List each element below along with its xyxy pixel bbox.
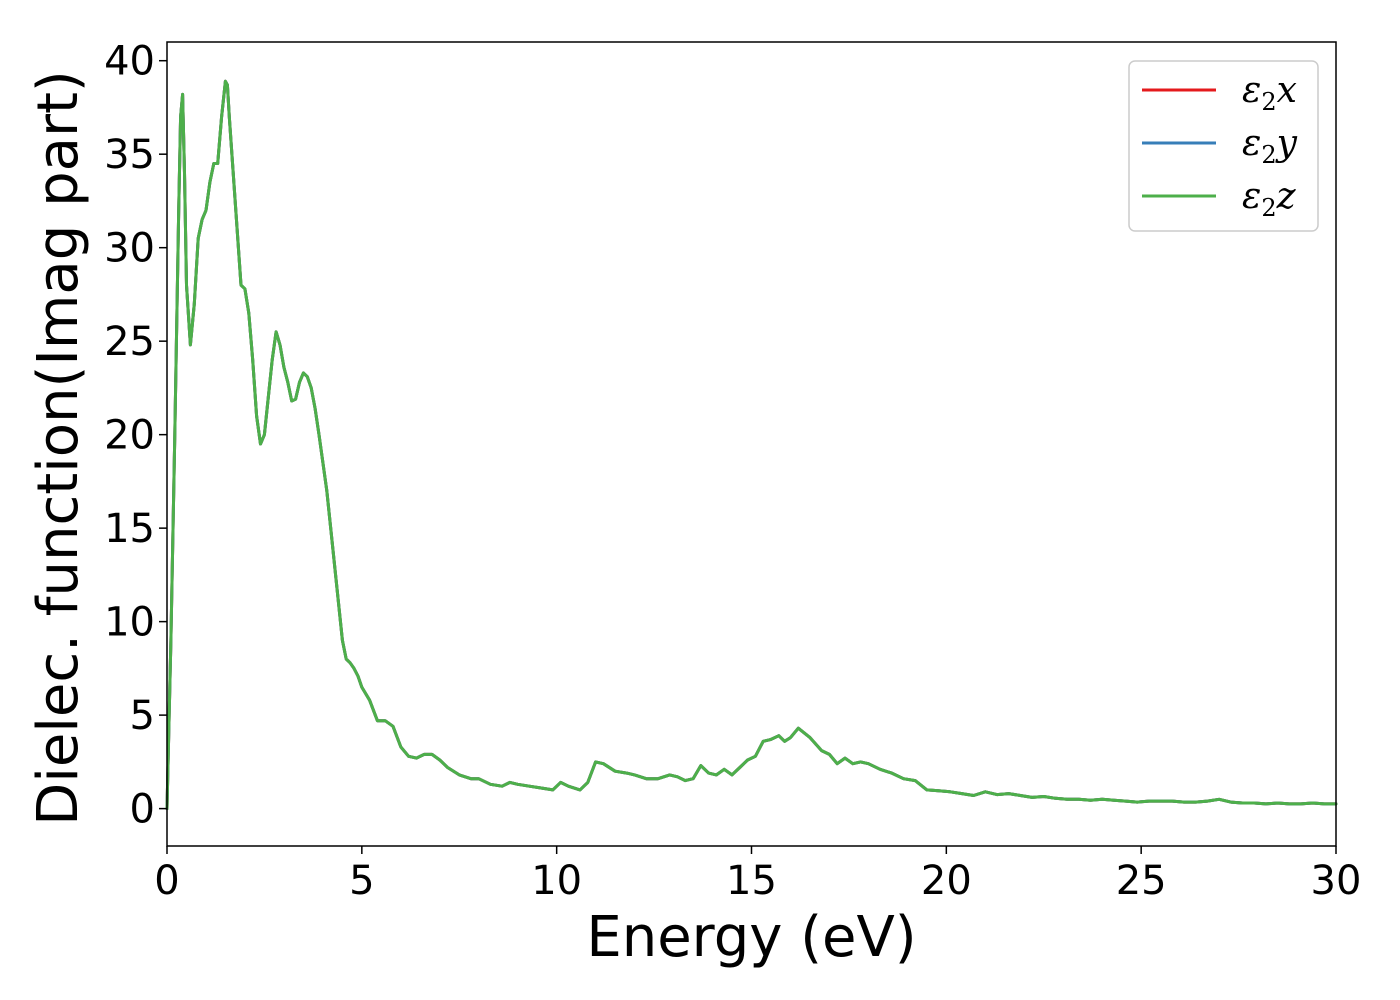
series-layer [165,79,1338,811]
x-tick-label: 5 [349,858,374,904]
legend-label-z: ε2z [1242,176,1297,222]
legend-label-base: ε [1242,70,1261,111]
legend-label-tail: z [1276,176,1297,217]
y-tick-label: 40 [104,39,155,85]
y-tick-label: 15 [104,506,155,552]
y-tick-label: 30 [104,226,155,272]
x-tick-label: 25 [1116,858,1167,904]
y-tick-label: 0 [130,787,155,833]
legend-label-base: ε [1242,176,1261,217]
legend-label-y: ε2y [1242,123,1298,169]
legend-label-subscript: 2 [1261,194,1276,222]
series-line-z [165,79,1338,811]
legend-label-tail: y [1275,123,1298,164]
legend-label-subscript: 2 [1261,141,1276,169]
y-axis: 0 5 10 15 20 25 30 35 40 [104,39,167,833]
y-tick-label: 35 [104,132,155,178]
x-tick-label: 0 [154,858,179,904]
legend-box [1128,60,1319,232]
y-tick-label: 10 [104,600,155,646]
legend-label-base: ε [1242,123,1261,164]
x-tick-label: 30 [1311,858,1362,904]
y-tick-label: 5 [130,693,155,739]
x-tick-label: 20 [921,858,972,904]
x-tick-label: 10 [531,858,582,904]
y-tick-label: 20 [104,413,155,459]
legend-label-subscript: 2 [1261,88,1276,116]
x-axis: 0 5 10 15 20 25 30 [154,846,1361,904]
x-axis-label: Energy (eV) [586,905,916,970]
x-tick-label: 15 [726,858,777,904]
legend-label-x: ε2x [1242,70,1297,116]
y-axis-label: Dielec. function(Imag part) [26,70,91,826]
y-tick-label: 25 [104,319,155,365]
legend-label-tail: x [1277,70,1297,111]
